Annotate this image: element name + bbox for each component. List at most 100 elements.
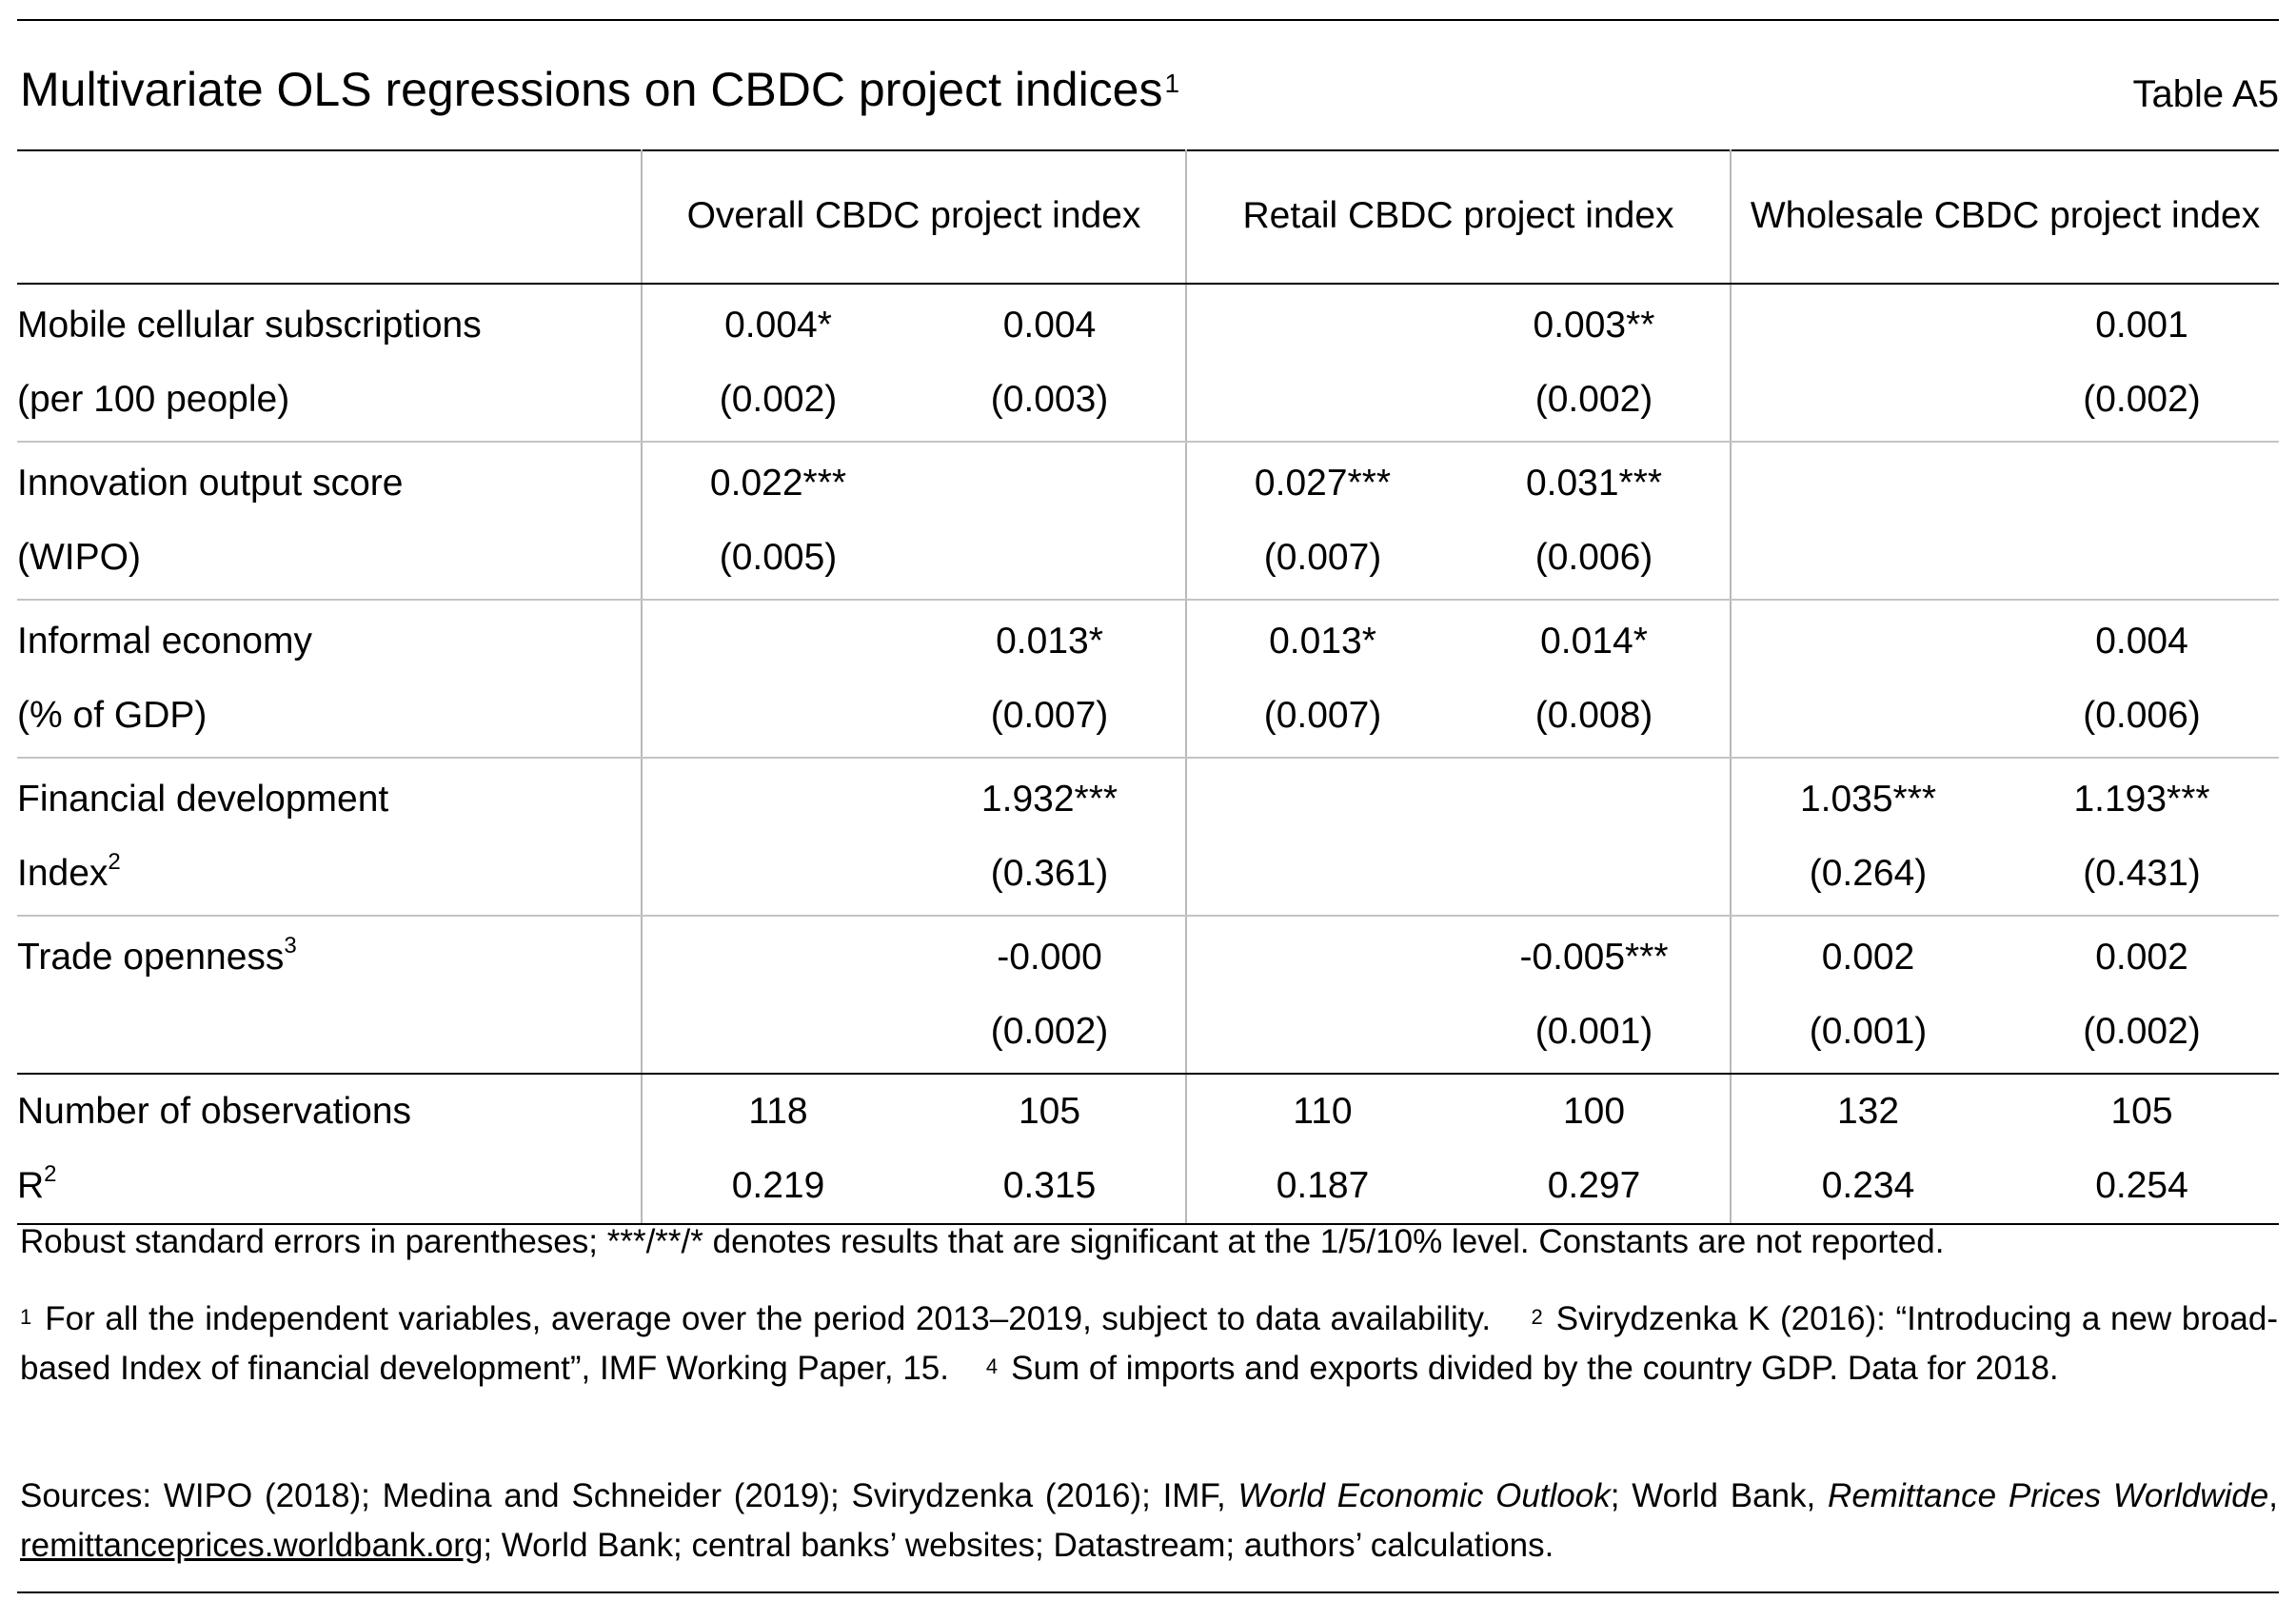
coef-cell xyxy=(1458,758,1731,837)
coef-cell: -0.005*** xyxy=(1519,937,1669,978)
variable-label: Innovation output score xyxy=(17,463,404,504)
coef-cell: 0.014* xyxy=(1540,621,1648,662)
footnote-4: Sum of imports and exports divided by th… xyxy=(1011,1350,2059,1387)
coef-cell: 0.002 xyxy=(1730,916,2006,995)
title-footnote-mark: 1 xyxy=(1164,69,1180,98)
se-cell xyxy=(641,679,914,759)
col-wholesale-header: Wholesale CBDC project index xyxy=(1730,149,2280,285)
regression-table: Overall CBDC project index Retail CBDC p… xyxy=(17,149,2280,1225)
column-header-row: Overall CBDC project index Retail CBDC p… xyxy=(17,149,2280,285)
se-cell xyxy=(641,995,914,1075)
coef-cell xyxy=(2005,442,2279,521)
table-title: Multivariate OLS regressions on CBDC pro… xyxy=(20,63,1180,116)
table-number: Table A5 xyxy=(2132,73,2279,115)
se-cell: (0.007) xyxy=(914,679,1186,759)
se-cell xyxy=(1458,837,1732,917)
col-retail-header: Retail CBDC project index xyxy=(1184,149,1732,285)
footnote-mark: 4 xyxy=(985,1354,999,1378)
coef-cell: -0.000 xyxy=(997,937,1102,978)
coef-cell: 1.932*** xyxy=(980,779,1118,820)
se-row: Index2 (0.361) (0.264) (0.431) xyxy=(17,837,2280,917)
se-cell: (0.003) xyxy=(914,363,1186,443)
coef-cell: 0.004* xyxy=(641,284,914,363)
coef-row: Mobile cellular subscriptions 0.004* 0.004… xyxy=(17,284,2279,363)
se-cell: (0.002) xyxy=(641,363,914,443)
robust-se-note: Robust standard errors in parentheses; *… xyxy=(20,1223,1945,1260)
coef-cell xyxy=(914,442,1186,521)
variable-label-line2: (% of GDP) xyxy=(17,679,642,759)
coef-cell: 0.004 xyxy=(2095,621,2188,662)
variable-label: Trade openness3 xyxy=(17,933,297,978)
r2-cell: 0.315 xyxy=(914,1149,1186,1225)
coef-cell: 0.031*** xyxy=(1525,463,1663,504)
se-cell: (0.006) xyxy=(1458,521,1732,601)
se-cell: (0.361) xyxy=(914,837,1186,917)
coef-cell xyxy=(641,758,914,837)
se-cell: (0.431) xyxy=(2005,837,2280,917)
obs-cell: 105 xyxy=(1018,1091,1081,1132)
se-cell xyxy=(1730,363,2006,443)
se-cell: (0.008) xyxy=(1458,679,1732,759)
coef-cell: 0.013* xyxy=(996,621,1103,662)
se-cell: (0.006) xyxy=(2005,679,2280,759)
se-cell xyxy=(641,837,914,917)
coef-row: Informal economy 0.013* 0.013* 0.014* 0.004 xyxy=(17,600,2279,679)
coef-cell: 0.027*** xyxy=(1185,442,1458,521)
footnotes: 1 For all the independent variables, aver… xyxy=(20,1295,2278,1393)
obs-cell: 110 xyxy=(1185,1074,1458,1149)
se-cell: (0.002) xyxy=(914,995,1186,1075)
se-cell: (0.001) xyxy=(1730,995,2006,1075)
se-cell: (0.002) xyxy=(2005,995,2280,1075)
coef-cell: 1.193*** xyxy=(2073,779,2210,820)
top-rule xyxy=(17,19,2279,21)
r2-label: R2 xyxy=(17,1149,642,1225)
obs-cell: 105 xyxy=(2110,1091,2173,1132)
remittance-prices-link[interactable]: remittanceprices.worldbank.org xyxy=(20,1527,484,1564)
se-cell: (0.007) xyxy=(1185,679,1458,759)
stats-body: Number of observations 118 105 110 100 1… xyxy=(17,1074,2280,1225)
coef-cell: 0.004 xyxy=(1002,305,1097,346)
coef-row: Financial development 1.932*** 1.035*** 1.1… xyxy=(17,758,2279,837)
se-row: (per 100 people) (0.002) (0.003) (0.002) (0.… xyxy=(17,363,2280,443)
coef-cell xyxy=(1730,442,2006,521)
variable-label: Financial development xyxy=(17,779,389,820)
se-cell: (0.007) xyxy=(1185,521,1458,601)
bottom-rule xyxy=(17,1591,2279,1593)
se-cell xyxy=(1730,679,2006,759)
sources-note: Sources: WIPO (2018); Medina and Schneid… xyxy=(20,1477,2278,1564)
se-cell xyxy=(2005,521,2280,601)
r2-row: R2 0.219 0.315 0.187 0.297 0.234 0.254 xyxy=(17,1149,2280,1225)
coef-cell xyxy=(641,916,914,995)
se-cell: (0.002) xyxy=(2005,363,2280,443)
coef-cell xyxy=(1185,758,1458,837)
obs-cell: 100 xyxy=(1562,1091,1626,1132)
variable-label-line2 xyxy=(17,995,642,1075)
coef-cell xyxy=(1730,600,2006,679)
variable-label-line2: (per 100 people) xyxy=(17,363,642,443)
se-cell xyxy=(1185,837,1458,917)
obs-label: Number of observations xyxy=(17,1091,412,1132)
r2-cell: 0.254 xyxy=(2005,1149,2280,1225)
footnote-mark: 1 xyxy=(20,1305,32,1329)
coef-cell xyxy=(641,600,914,679)
coef-cell: 0.001 xyxy=(2095,305,2188,346)
se-cell: (0.264) xyxy=(1730,837,2006,917)
r2-cell: 0.297 xyxy=(1458,1149,1732,1225)
obs-row: Number of observations 118 105 110 100 1… xyxy=(17,1074,2279,1149)
variable-label-line2: (WIPO) xyxy=(17,521,642,601)
footnote-mark: 2 xyxy=(1531,1305,1543,1329)
coef-cell xyxy=(1185,284,1458,363)
se-cell xyxy=(1730,521,2006,601)
footnote-2: Svirydzenka K (2016): “Introducing a new… xyxy=(20,1300,2278,1387)
variables-body: Mobile cellular subscriptions 0.004* 0.004… xyxy=(17,284,2280,1075)
coef-cell: 0.002 xyxy=(2095,937,2188,978)
se-cell: (0.001) xyxy=(1458,995,1732,1075)
coef-cell: 1.035*** xyxy=(1730,758,2006,837)
coef-row: Trade openness3 -0.000 -0.005*** 0.002 0.002 xyxy=(17,916,2279,995)
se-cell xyxy=(1185,363,1458,443)
se-row: (% of GDP) (0.007) (0.007) (0.008) (0.006) xyxy=(17,679,2280,759)
r2-cell: 0.234 xyxy=(1730,1149,2006,1225)
se-cell xyxy=(1185,995,1458,1075)
variable-label: Informal economy xyxy=(17,621,312,662)
footnote-1: For all the independent variables, avera… xyxy=(45,1300,1492,1337)
